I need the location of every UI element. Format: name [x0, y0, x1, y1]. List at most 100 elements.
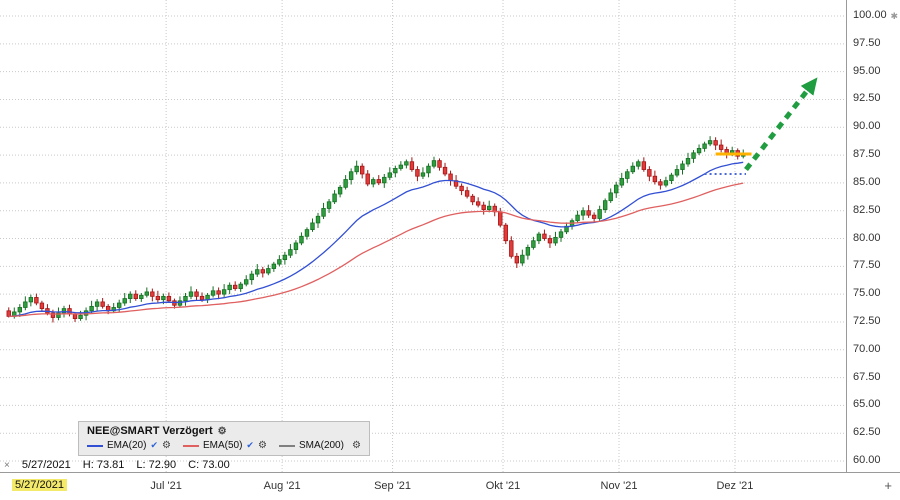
- candle[interactable]: [586, 205, 591, 218]
- candle[interactable]: [470, 194, 475, 206]
- candle[interactable]: [12, 307, 17, 319]
- gear-icon[interactable]: ⚙: [351, 440, 361, 451]
- candle[interactable]: [487, 200, 492, 213]
- candle[interactable]: [547, 235, 553, 248]
- candle[interactable]: [426, 163, 431, 178]
- candle[interactable]: [420, 167, 426, 179]
- candle[interactable]: [713, 137, 718, 151]
- candle[interactable]: [663, 176, 669, 188]
- candle[interactable]: [542, 229, 547, 241]
- candle[interactable]: [376, 175, 381, 186]
- candle[interactable]: [354, 160, 359, 175]
- candle[interactable]: [205, 293, 210, 304]
- candle[interactable]: [481, 201, 486, 215]
- candle[interactable]: [702, 141, 707, 152]
- candle[interactable]: [332, 190, 337, 205]
- candle[interactable]: [564, 222, 569, 235]
- candles[interactable]: [6, 136, 746, 323]
- candle[interactable]: [39, 300, 45, 312]
- candle[interactable]: [23, 296, 28, 311]
- candle[interactable]: [575, 210, 580, 223]
- candle[interactable]: [514, 252, 520, 268]
- candle[interactable]: [28, 294, 34, 307]
- candle[interactable]: [492, 203, 497, 217]
- candle[interactable]: [277, 255, 282, 267]
- candle[interactable]: [625, 168, 630, 183]
- candle[interactable]: [464, 186, 470, 199]
- candle[interactable]: [210, 286, 216, 298]
- candle[interactable]: [348, 168, 354, 185]
- gear-icon[interactable]: ⚙: [162, 440, 171, 451]
- candle[interactable]: [608, 188, 613, 203]
- trend-arrow[interactable]: [744, 77, 818, 172]
- candle[interactable]: [448, 170, 453, 186]
- candle[interactable]: [669, 172, 674, 184]
- candle[interactable]: [718, 139, 724, 153]
- candle[interactable]: [227, 282, 232, 295]
- candle[interactable]: [525, 244, 531, 260]
- candle[interactable]: [658, 178, 663, 190]
- candle[interactable]: [188, 286, 194, 300]
- candle[interactable]: [183, 293, 188, 306]
- candle[interactable]: [34, 293, 39, 306]
- candle[interactable]: [591, 212, 597, 223]
- candle[interactable]: [647, 166, 652, 182]
- candle[interactable]: [194, 289, 199, 301]
- candle[interactable]: [387, 167, 393, 181]
- candle[interactable]: [614, 181, 619, 198]
- candle[interactable]: [365, 170, 370, 187]
- candle[interactable]: [337, 185, 343, 198]
- ema20-checkbox[interactable]: ✔: [150, 440, 158, 450]
- candle[interactable]: [128, 291, 133, 304]
- candle[interactable]: [94, 299, 100, 311]
- candle[interactable]: [553, 231, 558, 246]
- candle[interactable]: [359, 163, 365, 179]
- add-button[interactable]: +: [884, 478, 892, 493]
- candle[interactable]: [680, 160, 685, 175]
- candle[interactable]: [326, 199, 332, 213]
- candle[interactable]: [139, 293, 144, 302]
- candle[interactable]: [398, 161, 404, 171]
- axis-asterisk-icon[interactable]: ✱: [890, 11, 898, 21]
- ema50-checkbox[interactable]: ✔: [246, 440, 254, 450]
- price-axis[interactable]: ✱ 100.00 97.50 95.00 92.50 90.00 87.50 85.00 82…: [846, 0, 900, 500]
- candle[interactable]: [293, 240, 299, 255]
- candle[interactable]: [437, 158, 442, 171]
- candle[interactable]: [111, 303, 116, 314]
- candle[interactable]: [117, 299, 122, 313]
- candle[interactable]: [310, 218, 315, 232]
- candle[interactable]: [144, 287, 150, 298]
- candle[interactable]: [249, 270, 254, 285]
- candle[interactable]: [597, 205, 602, 221]
- time-axis[interactable]: 5/27/2021 + Jul '21 Aug '21 Sep '21 Okt '21…: [0, 472, 900, 500]
- candle[interactable]: [122, 293, 127, 306]
- candle[interactable]: [459, 183, 464, 196]
- candle[interactable]: [382, 173, 387, 188]
- candle[interactable]: [685, 152, 691, 167]
- candle[interactable]: [166, 292, 172, 304]
- candle[interactable]: [652, 170, 658, 185]
- candle[interactable]: [155, 290, 161, 303]
- candle[interactable]: [569, 218, 575, 230]
- candle[interactable]: [238, 281, 243, 292]
- candle[interactable]: [691, 150, 696, 163]
- candle[interactable]: [404, 159, 409, 169]
- candlestick-chart[interactable]: [0, 0, 846, 472]
- candle[interactable]: [299, 232, 304, 246]
- candle[interactable]: [409, 157, 415, 172]
- candle[interactable]: [696, 144, 702, 156]
- candle[interactable]: [150, 288, 155, 302]
- candle[interactable]: [393, 165, 398, 178]
- candle[interactable]: [221, 284, 227, 297]
- candle[interactable]: [232, 281, 238, 291]
- candle[interactable]: [260, 266, 265, 278]
- candle[interactable]: [304, 227, 310, 240]
- candle[interactable]: [503, 222, 508, 245]
- candle[interactable]: [531, 236, 536, 250]
- candle[interactable]: [415, 166, 420, 182]
- candle[interactable]: [520, 249, 525, 266]
- candle[interactable]: [266, 264, 271, 276]
- candle[interactable]: [674, 165, 680, 178]
- candle[interactable]: [602, 198, 608, 213]
- candle[interactable]: [509, 236, 514, 259]
